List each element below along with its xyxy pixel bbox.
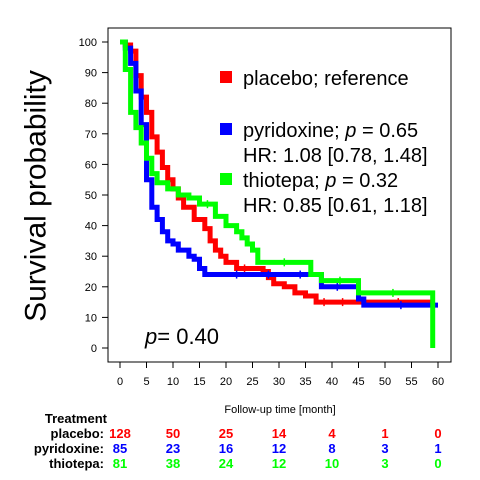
y-tick-label: 60 bbox=[85, 159, 97, 171]
y-tick-label: 20 bbox=[85, 282, 97, 294]
y-axis: 0 10 20 30 40 50 60 70 80 90 100 bbox=[79, 37, 108, 355]
x-tick-label: 50 bbox=[379, 376, 391, 388]
risk-table-title: Treatment bbox=[45, 411, 108, 426]
km-curves bbox=[120, 39, 438, 348]
x-tick-label: 45 bbox=[352, 376, 364, 388]
risk-row-label: pyridoxine: bbox=[34, 441, 104, 456]
pvalue-annotation: p= 0.40 bbox=[144, 324, 219, 349]
risk-count: 24 bbox=[219, 456, 234, 471]
y-tick-label: 30 bbox=[85, 251, 97, 263]
legend-swatch bbox=[220, 71, 232, 83]
risk-count: 1 bbox=[381, 426, 388, 441]
y-tick-label: 70 bbox=[85, 129, 97, 141]
legend: placebo; reference pyridoxine; p = 0.65 HR… bbox=[220, 68, 428, 217]
x-tick-label: 35 bbox=[299, 376, 311, 388]
risk-count: 3 bbox=[381, 441, 388, 456]
x-tick-label: 20 bbox=[220, 376, 232, 388]
legend-hr: HR: 0.85 [0.61, 1.18] bbox=[243, 195, 428, 217]
risk-table: Treatment placebo: 128 50 25 14 4 1 0pyridoxine… bbox=[34, 411, 442, 471]
risk-count: 14 bbox=[272, 426, 287, 441]
risk-count: 81 bbox=[113, 456, 127, 471]
legend-label: pyridoxine; p = 0.65 bbox=[243, 120, 418, 142]
x-tick-label: 40 bbox=[326, 376, 338, 388]
risk-count: 23 bbox=[166, 441, 180, 456]
risk-count: 0 bbox=[434, 426, 441, 441]
y-tick-label: 50 bbox=[85, 190, 97, 202]
risk-row-label: placebo: bbox=[51, 426, 104, 441]
risk-count: 8 bbox=[328, 441, 335, 456]
x-axis-label: Follow-up time [month] bbox=[224, 404, 335, 416]
y-tick-label: 90 bbox=[85, 68, 97, 80]
y-tick-label: 80 bbox=[85, 98, 97, 110]
legend-swatch bbox=[220, 123, 232, 135]
risk-count: 50 bbox=[166, 426, 180, 441]
km-curve-placebo bbox=[120, 39, 433, 305]
risk-count: 3 bbox=[381, 456, 388, 471]
x-tick-label: 30 bbox=[273, 376, 285, 388]
pvalue-value: = 0.40 bbox=[157, 324, 219, 349]
y-tick-label: 10 bbox=[85, 312, 97, 324]
risk-count: 4 bbox=[328, 426, 336, 441]
risk-row-label: thiotepa: bbox=[49, 456, 104, 471]
risk-count: 12 bbox=[272, 456, 286, 471]
x-tick-label: 15 bbox=[193, 376, 205, 388]
legend-swatch bbox=[220, 173, 232, 185]
y-tick-label: 0 bbox=[91, 343, 97, 355]
risk-count: 128 bbox=[109, 426, 131, 441]
risk-count: 1 bbox=[434, 441, 441, 456]
y-tick-label: 40 bbox=[85, 221, 97, 233]
x-tick-label: 5 bbox=[143, 376, 149, 388]
risk-count: 12 bbox=[272, 441, 286, 456]
risk-count: 16 bbox=[219, 441, 233, 456]
x-tick-label: 55 bbox=[405, 376, 417, 388]
x-tick-label: 60 bbox=[432, 376, 444, 388]
pvalue-symbol: p bbox=[144, 324, 157, 349]
y-tick-label: 100 bbox=[79, 37, 97, 49]
x-axis: 0 5 10 15 20 25 30 35 40 45 50 55 60 bbox=[117, 362, 444, 388]
risk-count: 10 bbox=[325, 456, 339, 471]
risk-count: 85 bbox=[113, 441, 127, 456]
legend-label: thiotepa; p = 0.32 bbox=[243, 170, 398, 192]
legend-hr: HR: 1.08 [0.78, 1.48] bbox=[243, 145, 428, 167]
risk-count: 38 bbox=[166, 456, 180, 471]
y-axis-label: Survival probability bbox=[20, 70, 53, 322]
x-tick-label: 10 bbox=[167, 376, 179, 388]
x-tick-label: 25 bbox=[246, 376, 258, 388]
risk-count: 0 bbox=[434, 456, 441, 471]
risk-count: 25 bbox=[219, 426, 233, 441]
legend-label: placebo; reference bbox=[243, 68, 409, 90]
x-tick-label: 0 bbox=[117, 376, 123, 388]
